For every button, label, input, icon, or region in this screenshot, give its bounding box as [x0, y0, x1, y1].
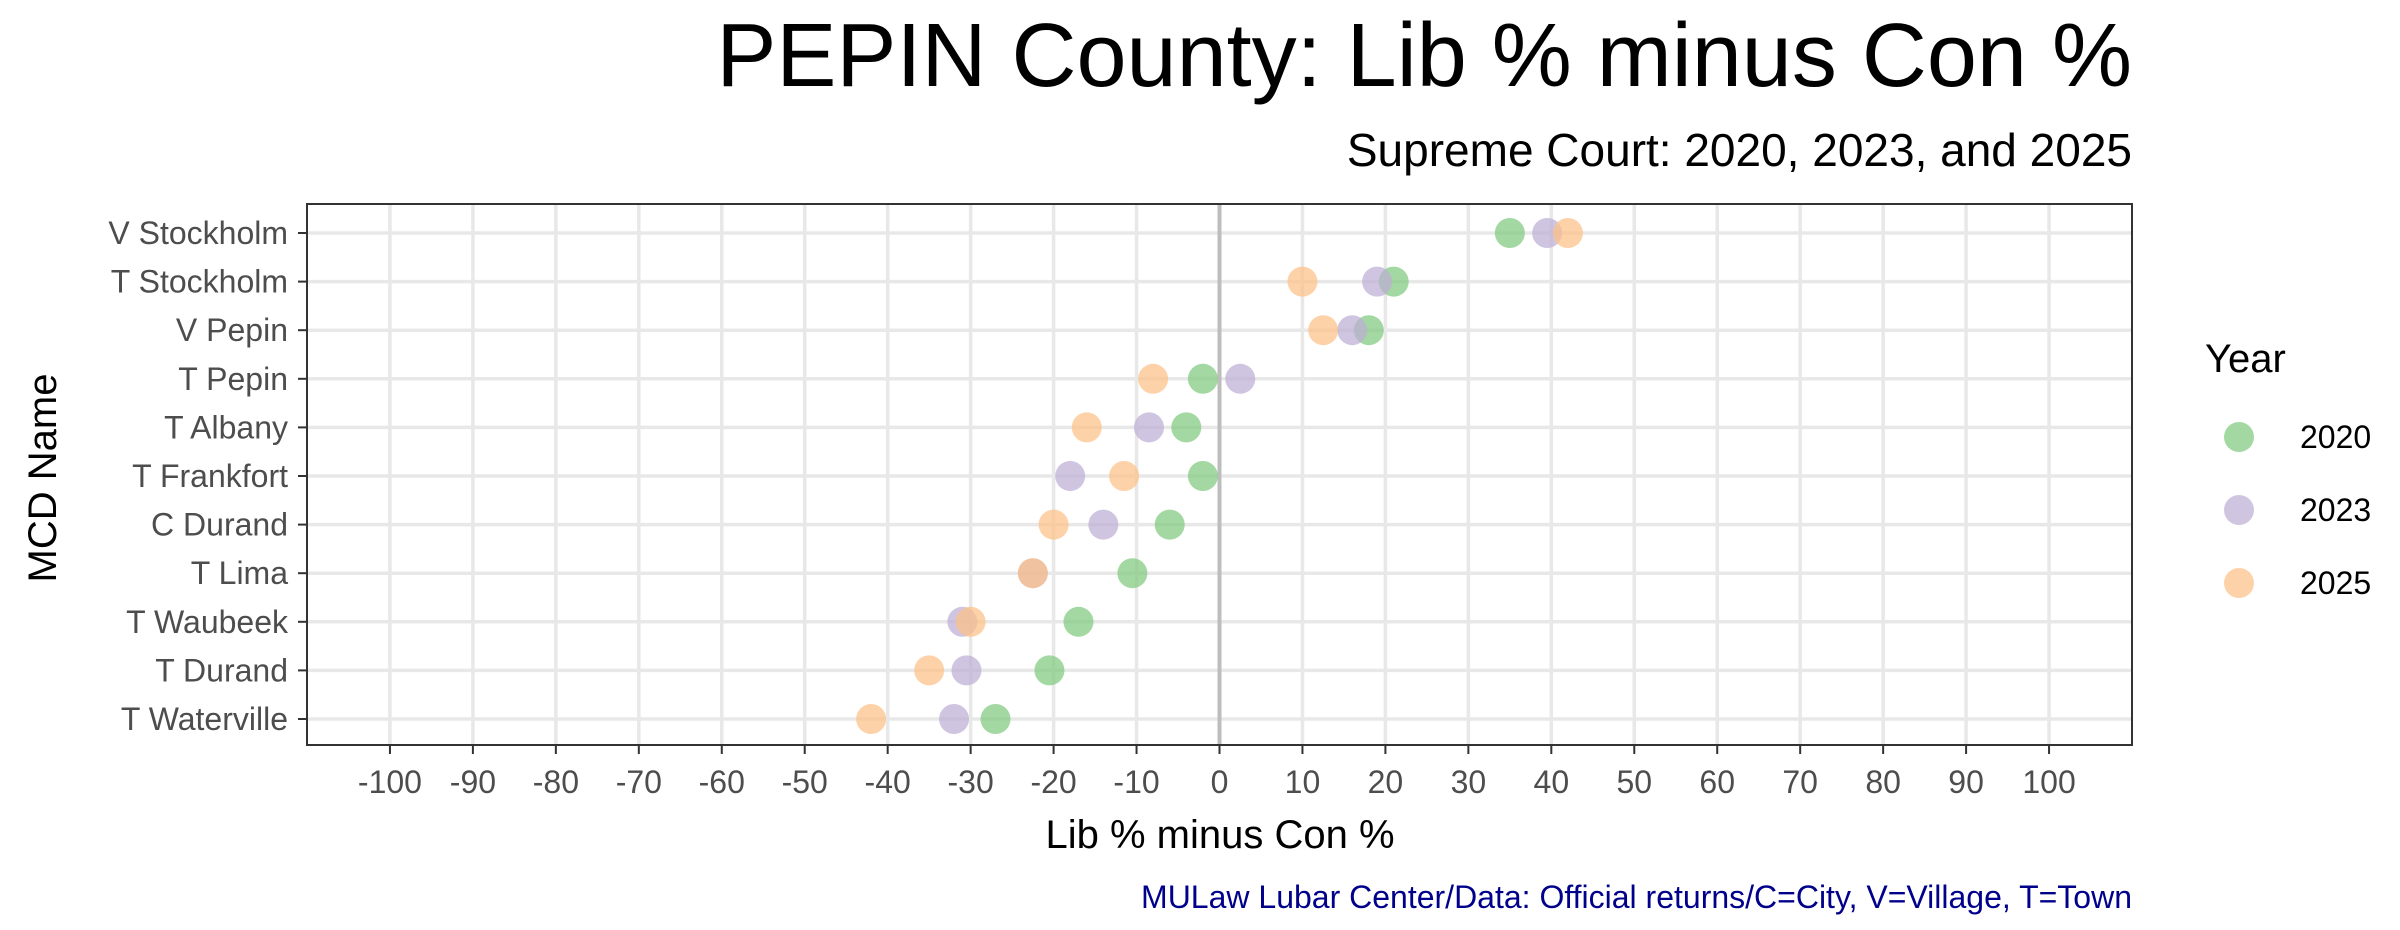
- legend: Year 2020 2023 2025: [2205, 337, 2371, 601]
- x-tick-label: -100: [358, 764, 422, 800]
- point-2025-t-frankfort: [1109, 461, 1140, 491]
- point-2025-t-durand: [914, 655, 945, 686]
- point-2023-c-durand: [1088, 509, 1119, 540]
- x-tick-label: 100: [2022, 764, 2075, 800]
- legend-key-2020: [2224, 422, 2254, 452]
- point-2023-t-waterville: [939, 704, 970, 734]
- point-2020-t-frankfort: [1187, 461, 1218, 491]
- point-2020-t-lima: [1117, 558, 1148, 589]
- point-2023-t-pepin: [1225, 363, 1256, 394]
- x-tick-label: -10: [1113, 764, 1159, 800]
- y-tick-label: T Pepin: [178, 361, 288, 397]
- point-2020-t-pepin: [1187, 363, 1218, 394]
- point-2025-t-lima: [1017, 558, 1048, 589]
- y-tick-label: T Lima: [191, 555, 288, 591]
- y-tick-label: T Albany: [164, 409, 288, 445]
- x-tick-label: 70: [1782, 764, 1818, 800]
- legend-key-2025: [2224, 568, 2254, 598]
- y-tick-label: C Durand: [151, 507, 288, 543]
- x-tick-label: 40: [1534, 764, 1570, 800]
- x-tick-label: 0: [1211, 764, 1229, 800]
- y-tick-label: T Waterville: [121, 701, 288, 737]
- point-2023-t-frankfort: [1055, 461, 1086, 491]
- point-2025-c-durand: [1038, 509, 1069, 540]
- chart-title: PEPIN County: Lib % minus Con %: [716, 6, 2132, 106]
- x-tick-label: -90: [450, 764, 496, 800]
- point-2020-t-durand: [1034, 655, 1065, 686]
- x-tick-label: 20: [1368, 764, 1404, 800]
- x-tick-label: 50: [1616, 764, 1652, 800]
- point-2025-v-stockholm: [1552, 218, 1583, 248]
- legend-label-2023: 2023: [2300, 492, 2371, 528]
- x-tick-label: -80: [533, 764, 579, 800]
- point-2020-c-durand: [1154, 509, 1185, 540]
- point-2023-t-stockholm: [1362, 266, 1393, 297]
- x-tick-label: -70: [616, 764, 662, 800]
- point-2025-t-waubeek: [955, 606, 986, 637]
- point-2025-t-stockholm: [1287, 266, 1318, 297]
- x-tick-label: 10: [1285, 764, 1321, 800]
- point-2020-t-albany: [1171, 412, 1202, 443]
- x-tick-label: 80: [1865, 764, 1901, 800]
- x-tick-label: -20: [1030, 764, 1076, 800]
- y-tick-label: V Pepin: [176, 312, 288, 348]
- x-tick-label: -60: [699, 764, 745, 800]
- point-2020-v-stockholm: [1494, 218, 1525, 248]
- x-tick-label: 90: [1948, 764, 1984, 800]
- y-tick-label: T Stockholm: [111, 264, 288, 300]
- point-2023-t-albany: [1133, 412, 1164, 443]
- y-tick-label: T Waubeek: [126, 604, 289, 640]
- x-tick-label: -40: [865, 764, 911, 800]
- y-axis-title: MCD Name: [21, 374, 65, 583]
- x-axis-title: Lib % minus Con %: [1045, 813, 1394, 857]
- y-tick-label: T Frankfort: [132, 458, 288, 494]
- chart-subtitle: Supreme Court: 2020, 2023, and 2025: [1347, 124, 2132, 176]
- x-tick-label: -30: [948, 764, 994, 800]
- x-tick-label: 30: [1451, 764, 1487, 800]
- y-tick-label: V Stockholm: [108, 215, 288, 251]
- x-tick-label: 60: [1699, 764, 1735, 800]
- legend-title: Year: [2205, 337, 2286, 381]
- point-2025-v-pepin: [1308, 315, 1339, 346]
- point-2023-v-stockholm: [1532, 218, 1563, 248]
- point-2025-t-waterville: [856, 704, 887, 734]
- x-tick-label: -50: [782, 764, 828, 800]
- legend-label-2025: 2025: [2300, 565, 2371, 601]
- point-2020-t-waterville: [980, 704, 1011, 734]
- point-2025-t-albany: [1071, 412, 1102, 443]
- y-tick-label: T Durand: [155, 652, 288, 688]
- point-2023-t-durand: [951, 655, 982, 686]
- point-2023-v-pepin: [1337, 315, 1368, 346]
- legend-key-2023: [2224, 495, 2254, 525]
- chart-caption: MULaw Lubar Center/Data: Official return…: [1141, 879, 2132, 915]
- legend-label-2020: 2020: [2300, 419, 2371, 455]
- plot-area: V Stockholm T Stockholm V Pepin T Pepin T Al…: [108, 203, 2133, 800]
- point-2025-t-pepin: [1138, 363, 1169, 394]
- point-2020-t-waubeek: [1063, 606, 1094, 637]
